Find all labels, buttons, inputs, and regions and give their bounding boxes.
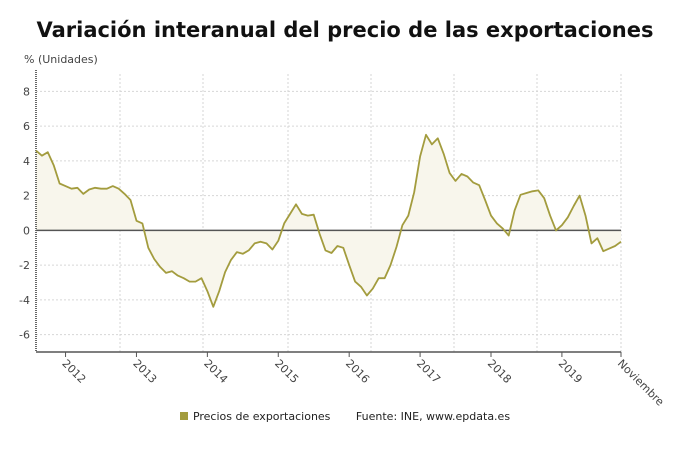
x-tick-label: 2015 [272,357,301,386]
y-tick-label: -6 [19,329,30,342]
chart-title: Variación interanual del precio de las e… [36,18,654,42]
series-area [36,134,621,307]
y-axis-label: % (Unidades) [24,53,98,66]
x-tick-label: 2018 [485,357,514,386]
x-tick-label: 2014 [201,357,230,386]
x-tick-label: 2019 [556,357,585,386]
source-note: Fuente: INE, www.epdata.es [355,410,511,423]
series-line [35,133,622,308]
legend: Precios de exportaciones Fuente: INE, ww… [0,410,690,423]
y-tick-label: -2 [19,259,30,272]
x-tick-label: Noviembre [615,357,667,409]
legend-swatch [179,412,188,420]
y-tick-label: 6 [23,120,30,133]
y-tick-label: 2 [23,190,30,203]
y-tick-label: -4 [19,294,30,307]
x-tick-label: 2012 [59,357,88,386]
y-tick-label: 8 [23,85,30,98]
legend-label: Precios de exportaciones [192,410,331,423]
x-tick-label: 2017 [414,357,443,386]
x-tick-label: 2016 [343,357,372,386]
x-tick-label: 2013 [130,357,159,386]
y-tick-label: 0 [23,224,30,237]
y-tick-label: 4 [23,155,30,168]
